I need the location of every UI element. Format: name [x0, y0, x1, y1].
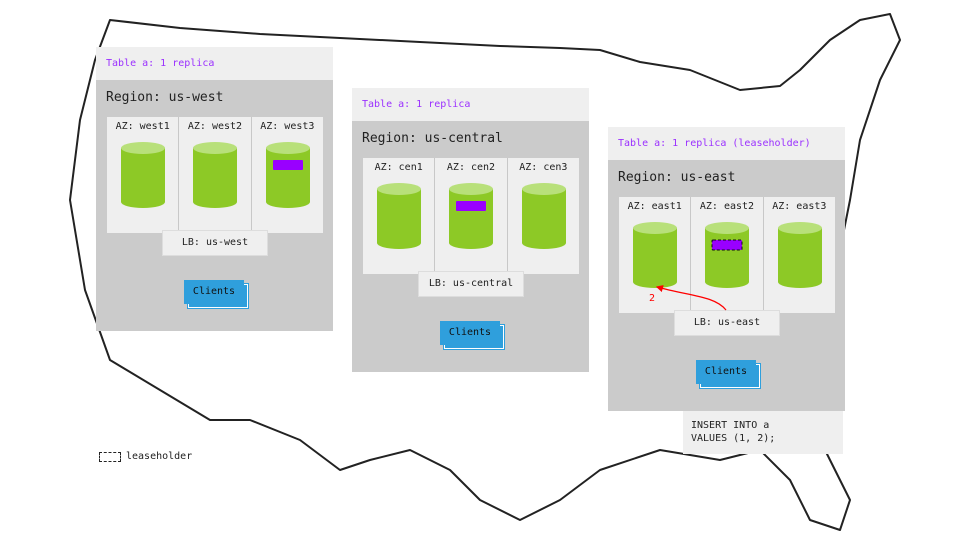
replica-marker [711, 239, 743, 251]
table-label: Table a: 1 replica (leaseholder) [608, 127, 845, 160]
database-cylinder-icon [265, 142, 310, 208]
database-cylinder-icon [705, 222, 750, 288]
database-cylinder-icon [121, 142, 165, 208]
az-group: AZ: east1 AZ: east2 AZ: east3 [619, 197, 835, 313]
region-2: Table a: 1 replica (leaseholder) Region:… [608, 127, 845, 411]
clients-stack: Clients [696, 360, 761, 389]
region-0: Table a: 1 replica Region: us-west AZ: w… [96, 47, 333, 331]
region-panel: Region: us-west AZ: west1 AZ: west2 AZ: … [96, 80, 333, 331]
az-label: AZ: cen2 [446, 162, 496, 173]
database-cylinder-icon [377, 183, 421, 249]
database-cylinder-icon [777, 222, 822, 288]
sql-statement: INSERT INTO a VALUES (1, 2); [683, 411, 843, 454]
clients-stack: Clients [440, 321, 505, 350]
availability-zone: AZ: cen3 [508, 158, 579, 274]
availability-zone: AZ: west1 [107, 117, 180, 233]
az-label: AZ: west1 [115, 121, 170, 132]
legend: leaseholder [99, 451, 192, 462]
clients-label: Clients [696, 360, 756, 384]
replica-marker [456, 201, 487, 211]
database-cylinder-icon [521, 183, 566, 249]
az-group: AZ: west1 AZ: west2 AZ: west3 [107, 117, 323, 233]
database-cylinder-icon [633, 222, 677, 288]
clients-label: Clients [440, 321, 500, 345]
clients-label: Clients [184, 280, 244, 304]
region-panel: Region: us-east AZ: east1 AZ: east2 AZ: … [608, 160, 845, 411]
leaseholder-legend-icon [99, 451, 121, 462]
table-label: Table a: 1 replica [352, 88, 589, 121]
az-label: AZ: west2 [187, 121, 243, 132]
az-label: AZ: east1 [627, 201, 682, 212]
clients-stack: Clients [184, 280, 249, 309]
region-panel: Region: us-central AZ: cen1 AZ: cen2 AZ:… [352, 121, 589, 372]
availability-zone: AZ: cen1 [363, 158, 436, 274]
region-name: Region: us-west [106, 90, 224, 105]
availability-zone: AZ: west2 [179, 117, 252, 233]
load-balancer: LB: us-west [162, 230, 268, 256]
availability-zone: AZ: cen2 [435, 158, 508, 274]
az-label: AZ: east2 [699, 201, 755, 212]
load-balancer: LB: us-central [418, 271, 524, 297]
replica-marker [272, 160, 303, 170]
region-name: Region: us-central [362, 131, 503, 146]
table-label: Table a: 1 replica [96, 47, 333, 80]
az-label: AZ: cen1 [374, 162, 423, 173]
availability-zone: AZ: east1 [619, 197, 692, 313]
availability-zone: AZ: east2 [691, 197, 764, 313]
database-cylinder-icon [193, 142, 238, 208]
legend-label: leaseholder [126, 451, 193, 462]
availability-zone: AZ: west3 [252, 117, 323, 233]
az-label: AZ: east3 [772, 201, 827, 212]
load-balancer: LB: us-east [674, 310, 780, 336]
az-group: AZ: cen1 AZ: cen2 AZ: cen3 [363, 158, 579, 274]
database-cylinder-icon [449, 183, 494, 249]
region-name: Region: us-east [618, 170, 736, 185]
availability-zone: AZ: east3 [764, 197, 835, 313]
region-1: Table a: 1 replica Region: us-central AZ… [352, 88, 589, 372]
az-label: AZ: west3 [260, 121, 315, 132]
az-label: AZ: cen3 [519, 162, 568, 173]
